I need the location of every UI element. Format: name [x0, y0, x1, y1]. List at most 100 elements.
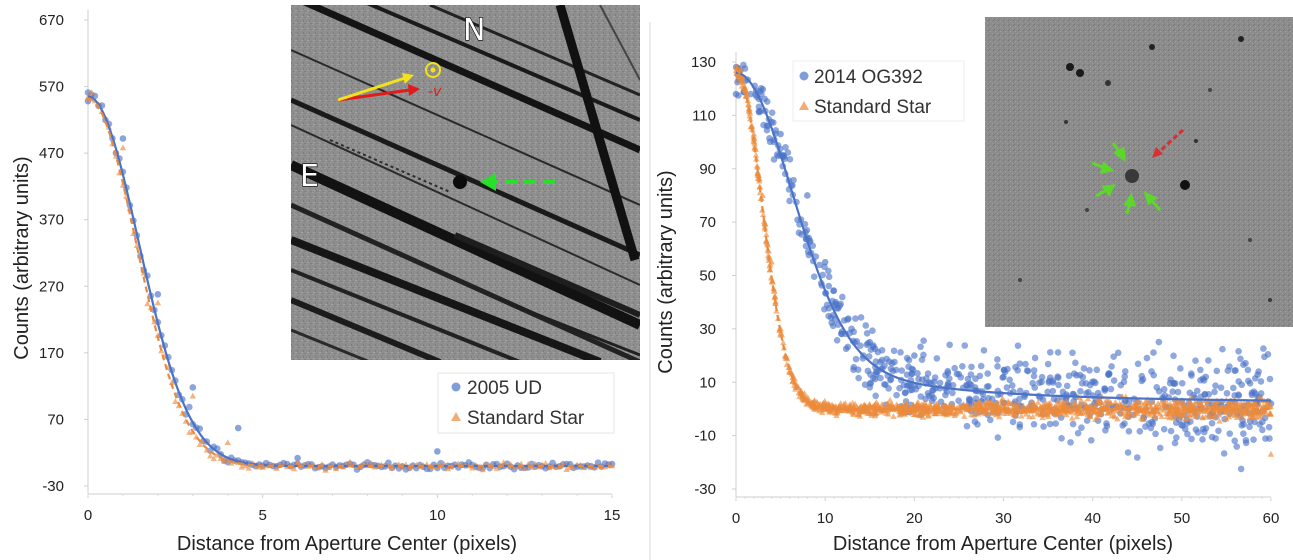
- data-point-target: [1038, 378, 1045, 386]
- x-tick-label: 15: [604, 507, 621, 524]
- data-point-standard-star: [1231, 401, 1239, 408]
- data-point-target: [1030, 372, 1038, 380]
- data-point-target: [1107, 385, 1115, 393]
- data-point-target: [1235, 348, 1242, 355]
- y-tick-label: 50: [699, 268, 716, 285]
- data-point-standard-star: [1011, 411, 1019, 418]
- data-point-target: [1077, 387, 1084, 395]
- x-tick-label: 50: [1173, 510, 1190, 527]
- data-point-target: [1110, 377, 1118, 384]
- data-point-target: [1224, 367, 1232, 374]
- data-point-standard-star: [1222, 408, 1230, 415]
- data-point-standard-star: [1097, 404, 1105, 411]
- pointer-arrow-green: [480, 173, 555, 191]
- data-point-standard-star: [846, 407, 853, 414]
- data-point-sample: [294, 454, 301, 462]
- data-point-target: [1250, 436, 1257, 443]
- data-point-standard-star: [1231, 408, 1238, 415]
- data-point-target: [186, 403, 193, 411]
- right-tick-labels: 130 110 90 70 50 30 10 -10 -30 0 10 20 30 40 50 60: [691, 54, 1279, 527]
- x-tick-label: 40: [1084, 510, 1101, 527]
- data-point-target: [1055, 381, 1062, 389]
- data-point-sample: [732, 90, 740, 98]
- data-point-target: [869, 327, 876, 334]
- data-point-standard-star: [1177, 398, 1184, 405]
- data-point-sample: [866, 338, 874, 346]
- data-point-standard-star: [789, 378, 797, 385]
- data-point-standard-star: [1162, 401, 1169, 408]
- data-point-target: [1086, 366, 1093, 374]
- data-point-standard-star: [994, 400, 1001, 407]
- data-point-standard-star: [982, 408, 990, 415]
- data-point-target: [1188, 435, 1195, 443]
- data-point-standard-star: [915, 412, 922, 419]
- data-point-target: [1205, 391, 1213, 398]
- data-point-target: [1169, 388, 1176, 395]
- data-point-standard-star: [1081, 400, 1089, 406]
- data-point-target: [959, 363, 966, 370]
- data-point-target: [866, 384, 874, 391]
- data-point-target: [917, 343, 924, 351]
- data-point-target: [903, 382, 911, 390]
- data-point-standard-star: [1108, 400, 1115, 406]
- data-point-target: [891, 358, 898, 366]
- data-point-target: [1186, 389, 1194, 397]
- data-point-standard-star: [1114, 415, 1121, 422]
- data-point-target: [1074, 429, 1082, 437]
- data-point-target: [946, 341, 953, 349]
- data-point-target: [893, 391, 900, 399]
- data-point-target: [865, 353, 873, 360]
- right-axes: [732, 52, 1272, 501]
- left-fit-curves: [87, 95, 612, 468]
- left-legend-marker-2005ud: [451, 382, 461, 392]
- data-point-target: [857, 314, 865, 321]
- data-point-target: [1045, 379, 1053, 386]
- data-point-standard-star: [961, 413, 968, 419]
- data-point-standard-star: [762, 221, 769, 227]
- data-point-target: [1040, 423, 1047, 430]
- data-point-target: [936, 379, 944, 387]
- data-point-target: [1136, 428, 1144, 435]
- data-point-target: [972, 375, 979, 383]
- data-point-target: [980, 347, 988, 354]
- data-point-standard-star: [837, 407, 845, 414]
- data-point-target: [867, 371, 874, 378]
- data-point-standard-star: [444, 465, 452, 472]
- data-point-standard-star: [763, 231, 770, 238]
- data-point-standard-star: [563, 466, 570, 472]
- data-point-standard-star: [1016, 408, 1024, 414]
- data-point-target: [1024, 367, 1032, 375]
- data-point-target: [1143, 354, 1151, 362]
- data-point-target: [1138, 377, 1146, 385]
- data-point-sample: [234, 424, 242, 432]
- data-point-standard-star: [1151, 412, 1159, 419]
- y-tick-label: 570: [39, 79, 64, 96]
- data-point-target: [1054, 349, 1062, 356]
- data-point-standard-star: [745, 101, 752, 107]
- data-point-standard-star: [968, 411, 975, 418]
- data-point-target: [1178, 379, 1186, 387]
- data-point-target: [1257, 378, 1265, 385]
- data-point-standard-star: [940, 408, 947, 415]
- data-point-target: [1080, 365, 1088, 372]
- data-point-standard-star: [1063, 411, 1070, 418]
- data-point-standard-star: [1047, 399, 1054, 406]
- data-point-standard-star: [867, 403, 874, 410]
- data-point-target: [1101, 385, 1108, 392]
- data-point-target: [1044, 388, 1051, 396]
- data-point-target: [901, 389, 909, 397]
- y-tick-label: -30: [42, 478, 64, 495]
- data-point-standard-star: [88, 89, 95, 95]
- data-point-standard-star: [1094, 396, 1101, 403]
- data-point-target: [905, 363, 912, 370]
- data-point-standard-star: [1020, 402, 1027, 409]
- data-point-standard-star: [1267, 411, 1274, 417]
- left-y-axis-label: Counts (arbitrary units): [11, 156, 33, 359]
- data-point-standard-star: [325, 464, 333, 471]
- data-point-standard-star: [500, 459, 507, 465]
- data-point-standard-star: [1008, 407, 1016, 414]
- data-point-standard-star: [1182, 416, 1189, 422]
- data-point-target: [1069, 420, 1077, 428]
- data-point-target: [1124, 449, 1132, 456]
- data-point-standard-star: [1065, 407, 1072, 414]
